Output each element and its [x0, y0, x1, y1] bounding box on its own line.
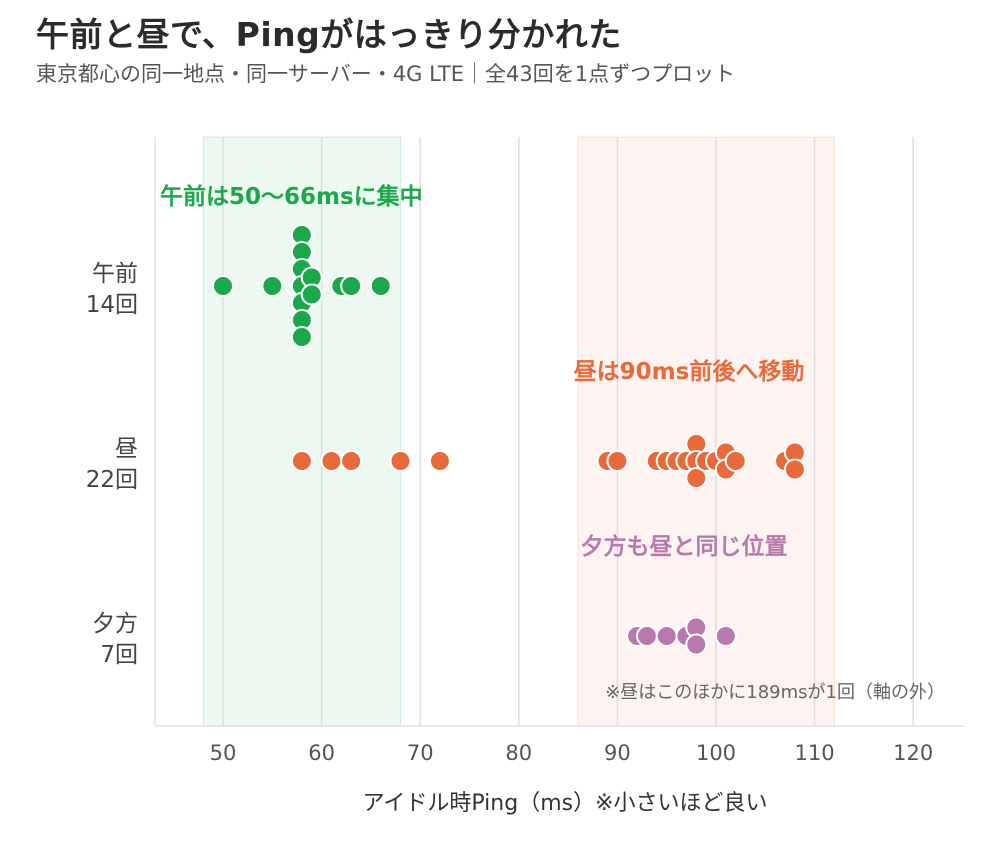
data-point — [685, 633, 708, 656]
data-point — [290, 450, 313, 472]
data-point — [606, 450, 629, 472]
data-point — [428, 450, 451, 472]
x-tick-label: 120 — [893, 741, 933, 765]
y-category-count: 7回 — [100, 642, 138, 668]
grid-lines — [222, 137, 914, 726]
y-category-label: 昼 — [115, 436, 138, 462]
x-tick-label: 90 — [604, 741, 631, 765]
data-points — [212, 224, 806, 656]
x-tick-label: 60 — [308, 741, 335, 765]
annotation-label: 夕方も昼と同じ位置 — [581, 533, 788, 560]
chart-title: 午前と昼で、Pingがはっきり分かれた — [36, 15, 622, 54]
data-point — [290, 326, 313, 348]
band-1 — [577, 136, 835, 727]
data-point — [340, 450, 363, 472]
y-category-count: 14回 — [86, 292, 138, 318]
annotation-label: 午前は50〜66msに集中 — [160, 183, 423, 210]
data-point — [635, 625, 658, 647]
data-point — [783, 458, 806, 481]
data-point — [655, 625, 678, 647]
x-tick-label: 70 — [407, 741, 434, 765]
y-category-label: 夕方 — [92, 611, 138, 637]
x-tick-label: 100 — [696, 741, 736, 765]
chart-subtitle: 東京都心の同一地点・同一サーバー・4G LTE｜全43回を1点ずつプロット — [36, 62, 736, 86]
x-axis-label: アイドル時Ping（ms）※小さいほど良い — [362, 791, 767, 816]
data-point — [369, 275, 392, 297]
data-point — [212, 275, 234, 297]
data-point — [340, 275, 363, 297]
data-point — [724, 450, 747, 472]
axes: 50 60 70 80 90 100 110 120 アイドル時Ping（ms）※小さいほど良い… — [86, 137, 965, 816]
data-point — [261, 275, 284, 297]
y-category-label: 午前 — [92, 261, 138, 287]
data-point — [389, 450, 412, 472]
x-tick-label: 80 — [505, 741, 532, 765]
data-point — [300, 283, 323, 306]
data-point — [685, 467, 708, 489]
data-point — [320, 450, 343, 472]
data-point — [714, 625, 737, 647]
y-category-count: 22回 — [86, 467, 138, 493]
x-tick-label: 110 — [795, 741, 835, 765]
x-tick-label: 50 — [210, 741, 237, 765]
annotation-label: 昼は90ms前後へ移動 — [574, 358, 805, 385]
footnote: ※昼はこのほかに189msが1回（軸の外） — [605, 682, 945, 703]
